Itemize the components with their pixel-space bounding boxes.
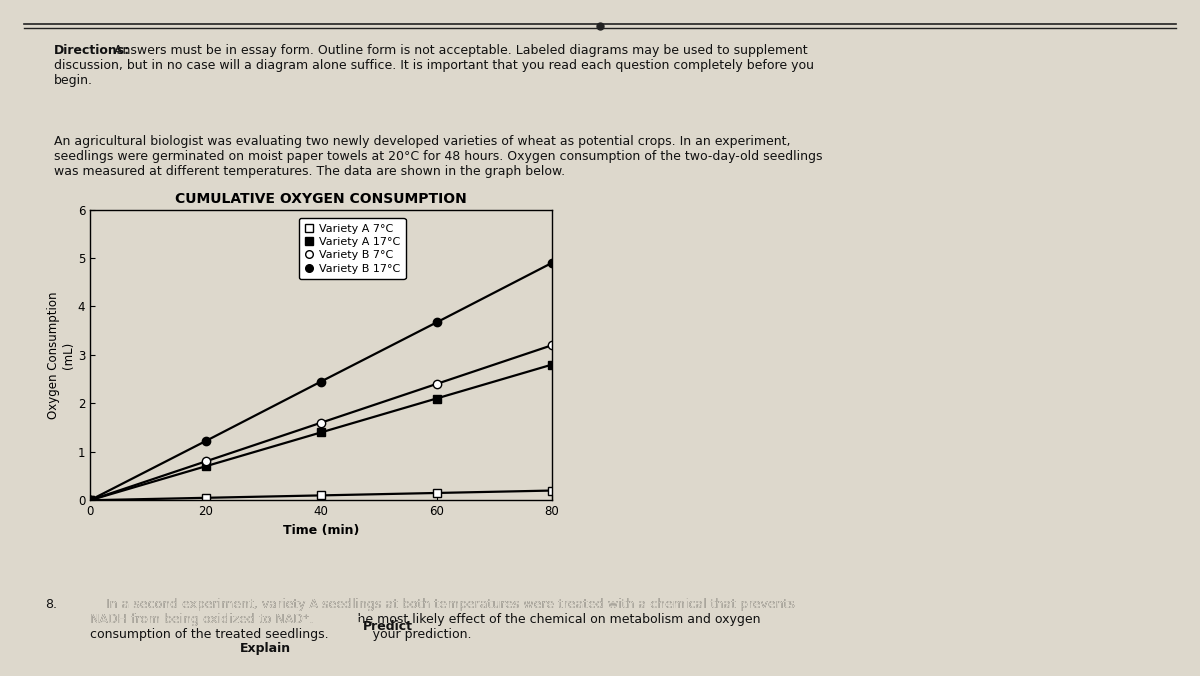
Text: 8.: 8.: [46, 598, 58, 611]
Text: In a second experiment, variety A seedlings at both temperatures were treated wi: In a second experiment, variety A seedli…: [90, 598, 794, 626]
X-axis label: Time (min): Time (min): [283, 524, 359, 537]
Y-axis label: Oxygen Consumption
(mL): Oxygen Consumption (mL): [47, 291, 74, 418]
Text: Predict: Predict: [362, 620, 413, 633]
Text: In a second experiment, variety A seedlings at both temperatures were treated wi: In a second experiment, variety A seedli…: [90, 598, 794, 642]
Text: Explain: Explain: [240, 642, 292, 655]
Text: Answers must be in essay form. Outline form is not acceptable. Labeled diagrams : Answers must be in essay form. Outline f…: [54, 44, 814, 87]
Text: Directions:: Directions:: [54, 44, 130, 57]
Legend: Variety A 7°C, Variety A 17°C, Variety B 7°C, Variety B 17°C: Variety A 7°C, Variety A 17°C, Variety B…: [299, 218, 406, 279]
Text: An agricultural biologist was evaluating two newly developed varieties of wheat : An agricultural biologist was evaluating…: [54, 135, 822, 178]
Title: CUMULATIVE OXYGEN CONSUMPTION: CUMULATIVE OXYGEN CONSUMPTION: [175, 191, 467, 206]
